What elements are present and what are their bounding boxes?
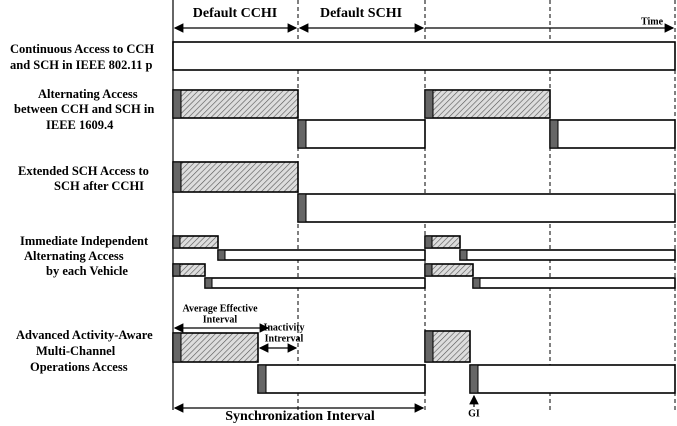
gi: GI [468,408,480,419]
cchi: Default CCHI [193,6,277,21]
row-label: Continuous Access to CCH [10,42,154,56]
sync: Synchronization Interval [225,409,375,424]
header: Default CCHI Default SCHI Time [173,6,675,33]
row-label: and SCH in IEEE 802.11 p [10,58,152,72]
row-label: Alternating Access [38,87,138,101]
row-label: Immediate Independent [20,234,149,248]
row-label: between CCH and SCH in [14,102,154,116]
row-label: by each Vehicle [46,264,128,278]
row-label: Operations Access [30,360,128,374]
schi: Default SCHI [320,6,402,21]
row-labels: Continuous Access to CCH and SCH in IEEE … [10,42,154,374]
row-label: Advanced Activity-Aware [16,328,153,342]
row-label: Alternating Access [24,249,124,263]
average: Interval [203,314,238,325]
average: Average Effective [182,303,258,314]
row-label: Multi-Channel [36,344,116,358]
row-label: IEEE 1609.4 [46,118,114,132]
row-label: Extended SCH Access to [18,164,149,178]
inactivity: Intrerval [265,333,304,344]
annotations: Average Effective Interval Inactivity In… [173,303,480,424]
time: Time [641,16,664,27]
inactivity: Inactivity [263,322,304,333]
row-label: SCH after CCHI [54,179,144,193]
blocks [172,41,676,394]
